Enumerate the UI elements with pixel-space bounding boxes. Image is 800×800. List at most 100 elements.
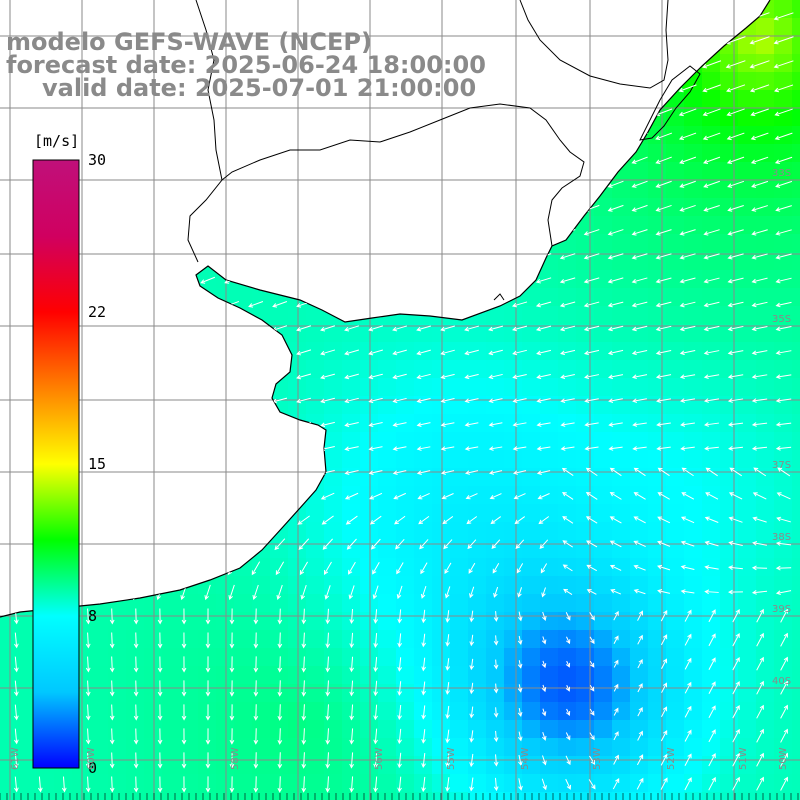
- wind-arrow: [708, 633, 716, 647]
- wind-cell: [252, 126, 271, 145]
- wind-cell: [558, 270, 577, 289]
- wind-cell: [396, 144, 415, 163]
- wind-cell: [180, 504, 199, 523]
- wind-cell: [720, 306, 739, 325]
- wind-arrow: [661, 706, 668, 718]
- wind-cell: [468, 198, 487, 217]
- wind-arrow: [8, 131, 23, 141]
- wind-cell: [522, 252, 541, 271]
- wind-cell: [180, 468, 199, 487]
- wind-arrow: [678, 108, 697, 117]
- wind-cell: [288, 270, 307, 289]
- wind-cell: [432, 270, 451, 289]
- wind-cell: [360, 360, 379, 379]
- lon-label-61w: 61W: [10, 747, 21, 770]
- wind-cell: [396, 756, 415, 775]
- wind-cell: [738, 0, 757, 19]
- wind-cell: [234, 594, 253, 613]
- wind-cell: [504, 396, 523, 415]
- wind-cell: [756, 522, 775, 541]
- wind-cell: [18, 756, 37, 775]
- wind-arrow: [440, 204, 456, 212]
- wind-cell: [0, 198, 19, 217]
- wind-cell: [504, 72, 523, 91]
- wind-arrow: [109, 632, 115, 649]
- wind-cell: [108, 486, 127, 505]
- wind-cell: [396, 270, 415, 289]
- wind-cell: [648, 612, 667, 631]
- wind-cell: [720, 594, 739, 613]
- wind-cell: [702, 558, 721, 577]
- wind-cell: [468, 306, 487, 325]
- wind-cell: [720, 126, 739, 145]
- wind-arrow: [774, 108, 793, 117]
- wind-arrow: [493, 635, 499, 646]
- wind-arrow: [320, 132, 335, 140]
- wind-cell: [108, 0, 127, 19]
- wind-cell: [108, 594, 127, 613]
- wind-arrow: [127, 445, 144, 452]
- wind-cell: [792, 666, 800, 685]
- wind-arrow: [200, 12, 215, 20]
- wind-arrow: [684, 777, 692, 791]
- wind-cell: [630, 216, 649, 235]
- wind-arrow: [703, 277, 720, 284]
- wind-arrow: [704, 422, 719, 427]
- wind-cell: [540, 504, 559, 523]
- wind-arrow: [512, 422, 527, 427]
- wind-cell: [378, 288, 397, 307]
- wind-cell: [342, 0, 361, 19]
- wind-arrow: [536, 398, 551, 403]
- wind-arrow: [633, 492, 646, 500]
- wind-cell: [180, 612, 199, 631]
- wind-arrow: [349, 728, 355, 745]
- wind-cell: [342, 108, 361, 127]
- wind-arrow: [248, 349, 264, 356]
- wind-cell: [378, 684, 397, 703]
- wind-cell: [486, 504, 505, 523]
- wind-cell: [450, 738, 469, 757]
- wind-cell: [738, 234, 757, 253]
- wind-arrow: [678, 132, 697, 141]
- wind-cell: [414, 522, 433, 541]
- wind-cell: [414, 594, 433, 613]
- wind-cell: [198, 630, 217, 649]
- wind-arrow: [397, 776, 402, 793]
- wind-arrow: [780, 656, 788, 671]
- wind-arrow: [468, 562, 476, 574]
- wind-cell: [702, 180, 721, 199]
- wind-cell: [198, 306, 217, 325]
- wind-cell: [720, 522, 739, 541]
- wind-cell: [504, 18, 523, 37]
- wind-arrow: [155, 561, 165, 576]
- wind-cell: [486, 702, 505, 721]
- wind-arrow: [756, 704, 764, 719]
- wind-arrow: [560, 398, 575, 403]
- wind-cell: [234, 414, 253, 433]
- wind-cell: [666, 576, 685, 595]
- wind-cell: [540, 162, 559, 181]
- wind-cell: [486, 594, 505, 613]
- wind-cell: [216, 702, 235, 721]
- wind-cell: [360, 306, 379, 325]
- wind-cell: [576, 270, 595, 289]
- wind-arrow: [559, 12, 576, 20]
- wind-cell: [666, 234, 685, 253]
- wind-cell: [486, 180, 505, 199]
- wind-cell: [702, 288, 721, 307]
- wind-cell: [108, 126, 127, 145]
- wind-arrow: [298, 538, 310, 551]
- wind-cell: [630, 666, 649, 685]
- wind-arrow: [631, 325, 648, 332]
- wind-cell: [522, 126, 541, 145]
- wind-cell: [486, 306, 505, 325]
- wind-cell: [504, 522, 523, 541]
- wind-arrow: [176, 349, 192, 356]
- wind-cell: [270, 504, 289, 523]
- wind-arrow: [392, 156, 408, 164]
- wind-arrow: [128, 12, 143, 20]
- wind-cell: [378, 162, 397, 181]
- wind-cell: [504, 36, 523, 55]
- wind-cell: [612, 360, 631, 379]
- wind-cell: [702, 360, 721, 379]
